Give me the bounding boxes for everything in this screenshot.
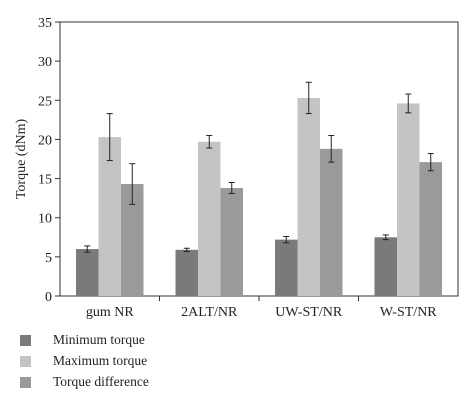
- bar: [275, 239, 298, 296]
- y-tick-label: 20: [38, 133, 52, 148]
- legend-swatch-torque-difference: [20, 377, 31, 388]
- bar: [220, 187, 243, 296]
- x-tick-label: gum NR: [86, 305, 135, 320]
- bar: [175, 249, 198, 296]
- y-tick-label: 10: [38, 212, 52, 227]
- legend-swatch-maximum-torque: [20, 356, 31, 367]
- y-tick-label: 15: [38, 173, 52, 188]
- bar: [374, 237, 397, 296]
- bar: [419, 162, 442, 296]
- y-tick-label: 30: [38, 55, 52, 70]
- y-tick-label: 25: [38, 94, 52, 109]
- y-tick-label: 0: [45, 290, 52, 305]
- x-tick-label: 2ALT/NR: [181, 305, 238, 320]
- y-tick-label: 5: [45, 251, 52, 266]
- plot-area: 0 5 10 15 20 25 30 35 Torque (dNm) gum NR 2ALT/NR U…: [14, 16, 459, 320]
- legend-label-maximum-torque: Maximum torque: [53, 353, 148, 368]
- legend-swatch-minimum-torque: [20, 335, 31, 346]
- bar: [397, 103, 420, 296]
- y-tick-label: 35: [38, 16, 52, 31]
- bar: [297, 97, 320, 297]
- bar: [320, 148, 343, 296]
- bar: [198, 141, 221, 296]
- bar: [121, 184, 144, 296]
- x-tick-label: W-ST/NR: [380, 305, 437, 320]
- bar: [98, 137, 121, 296]
- y-axis-title: Torque (dNm): [14, 119, 29, 200]
- legend-label-torque-difference: Torque difference: [53, 374, 149, 389]
- x-tick-label: UW-ST/NR: [275, 305, 343, 320]
- legend-label-minimum-torque: Minimum torque: [53, 332, 145, 347]
- bar: [76, 249, 99, 296]
